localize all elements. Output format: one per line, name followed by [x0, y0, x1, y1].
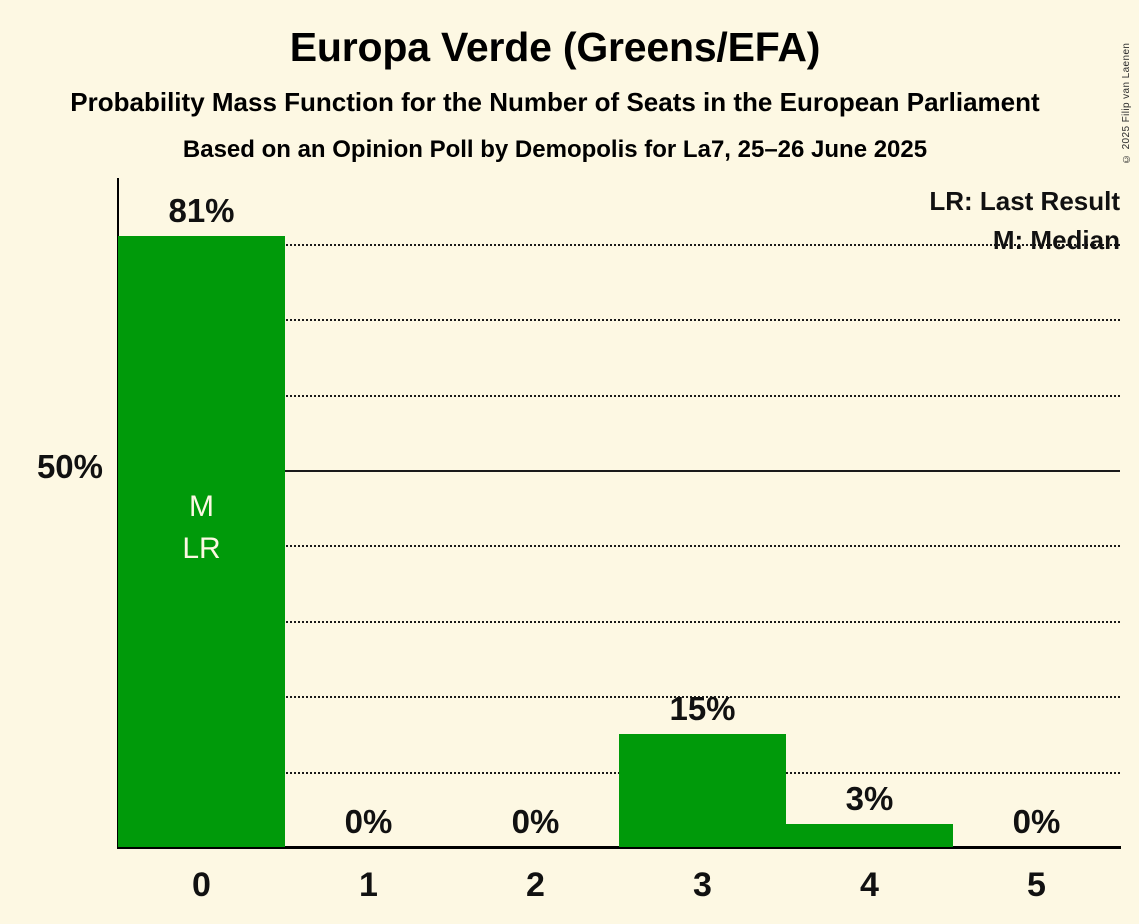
gridline-70	[118, 319, 1120, 322]
chart-source-line: Based on an Opinion Poll by Demopolis fo…	[182, 136, 928, 163]
bar-seats-4[interactable]	[786, 824, 953, 847]
gridline-40	[118, 545, 1120, 548]
copyright-notice: © 2025 Filip van Laenen	[1121, 42, 1132, 164]
value-label-0: 81%	[168, 192, 235, 230]
marker-last-result: LR	[182, 532, 221, 565]
y-axis-tick-50: 50%	[36, 448, 103, 485]
value-label-2: 0%	[511, 803, 560, 840]
plot-area	[118, 178, 1120, 848]
x-axis-line	[118, 846, 1121, 849]
value-label-5: 0%	[1012, 803, 1061, 840]
marker-median: M	[189, 490, 214, 523]
x-axis-label-3: 3	[693, 866, 712, 904]
value-label-4: 3%	[845, 780, 894, 818]
gridline-30	[118, 620, 1120, 623]
chart-subtitle: Probability Mass Function for the Number…	[70, 87, 1040, 117]
gridline-60	[118, 394, 1120, 397]
page-title: Europa Verde (Greens/EFA)	[289, 24, 821, 70]
x-axis-label-4: 4	[860, 866, 879, 904]
x-axis-label-1: 1	[359, 866, 378, 904]
value-label-3: 15%	[669, 689, 736, 727]
x-axis-label-0: 0	[192, 866, 211, 904]
gridline-80	[118, 243, 1120, 246]
x-axis-label-2: 2	[526, 866, 545, 904]
bar-seats-3[interactable]	[619, 733, 786, 847]
x-axis-label-5: 5	[1027, 866, 1046, 904]
bar-seats-0[interactable]	[118, 236, 285, 847]
legend-last-result: LR: Last Result	[929, 186, 1120, 216]
gridline-20	[118, 696, 1120, 699]
legend-median: M: Median	[992, 225, 1120, 255]
value-label-1: 0%	[344, 803, 393, 840]
gridline-50	[118, 470, 1120, 472]
